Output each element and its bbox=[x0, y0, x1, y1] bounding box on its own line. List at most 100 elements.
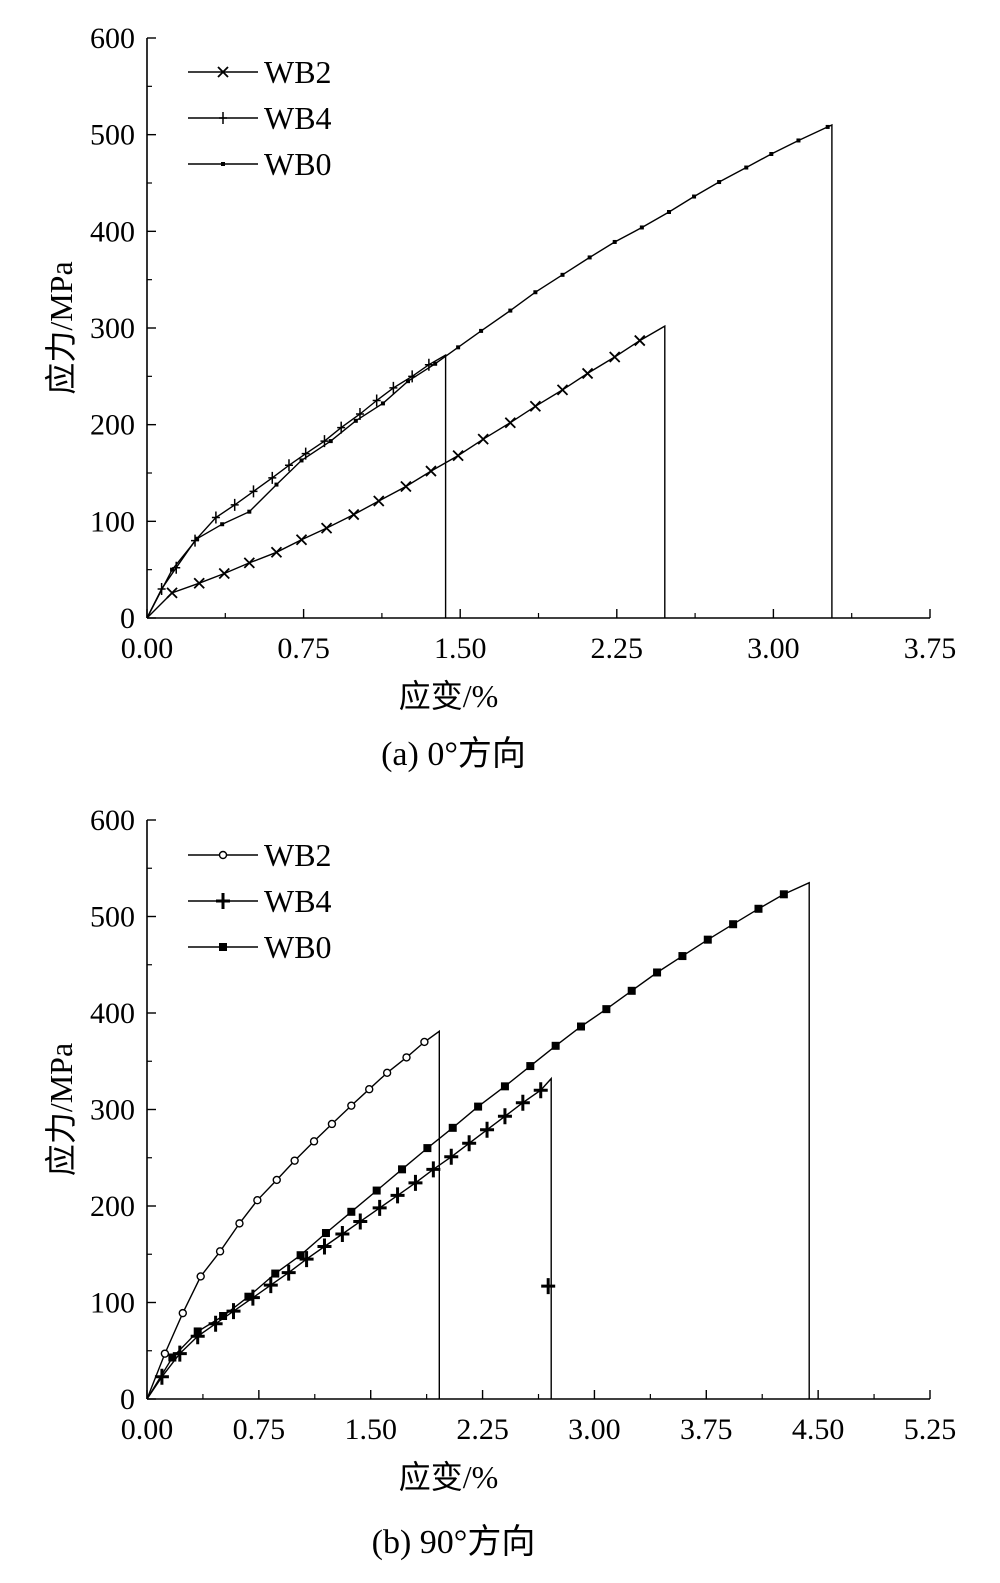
y-tick-label: 600 bbox=[90, 22, 135, 55]
data-point-wb0 bbox=[406, 379, 410, 384]
data-point-wb0 bbox=[479, 328, 484, 333]
data-point-wb2 bbox=[290, 1156, 299, 1165]
data-point-wb0 bbox=[220, 522, 225, 527]
data-point-wb0 bbox=[560, 272, 565, 277]
data-point-wb4 bbox=[335, 1225, 350, 1242]
data-point-wb0 bbox=[372, 1186, 381, 1195]
data-point-wb2 bbox=[235, 1219, 244, 1228]
legend-marker-wb2 bbox=[217, 66, 229, 78]
data-point-wb4 bbox=[444, 1148, 459, 1165]
series-line-wb4 bbox=[146, 1076, 552, 1400]
data-point-wb4 bbox=[263, 1277, 278, 1294]
data-point-wb0 bbox=[602, 1005, 611, 1014]
data-point-wb4 bbox=[372, 394, 381, 407]
data-point-wb0 bbox=[779, 890, 788, 899]
y-tick-label: 100 bbox=[90, 505, 135, 538]
x-axis-label: 应变/% bbox=[399, 678, 499, 714]
y-tick-label: 500 bbox=[90, 901, 135, 934]
figure-caption: (a) 0°方向 bbox=[381, 735, 526, 773]
data-point-wb2 bbox=[320, 522, 333, 534]
data-point-wb0 bbox=[703, 935, 712, 944]
data-point-wb2 bbox=[193, 577, 205, 589]
data-point-wb0 bbox=[347, 1207, 356, 1216]
y-tick-label: 400 bbox=[90, 997, 135, 1030]
legend-label: WB4 bbox=[264, 883, 332, 919]
data-point-wb2 bbox=[166, 587, 178, 599]
data-point-wb0 bbox=[448, 1123, 457, 1132]
y-axis-label: 应力/MPa bbox=[43, 1043, 79, 1176]
legend-label: WB2 bbox=[264, 54, 332, 90]
y-tick-label: 100 bbox=[90, 1287, 135, 1320]
data-point-wb4 bbox=[480, 1121, 495, 1138]
data-point-wb2 bbox=[253, 1196, 262, 1205]
data-point-wb2 bbox=[609, 351, 621, 363]
series-line-wb0 bbox=[146, 881, 810, 1400]
data-point-wb0 bbox=[244, 1292, 253, 1301]
legend-marker-wb0 bbox=[219, 943, 227, 951]
x-tick-label: 0.75 bbox=[277, 632, 330, 665]
y-axis-label: 应力/MPa bbox=[43, 261, 79, 394]
data-point-wb0 bbox=[754, 904, 763, 913]
data-point-wb0 bbox=[639, 225, 644, 230]
data-point-wb4 bbox=[424, 358, 433, 371]
x-tick-label: 3.00 bbox=[747, 632, 800, 665]
y-tick-label: 0 bbox=[120, 602, 135, 635]
data-point-wb2 bbox=[348, 508, 360, 521]
data-point-wb4 bbox=[390, 1187, 405, 1204]
data-point-wb4 bbox=[426, 1161, 441, 1178]
data-point-wb0 bbox=[193, 1327, 202, 1336]
figure-caption: (b) 90°方向 bbox=[372, 1523, 536, 1561]
data-point-wb2 bbox=[634, 334, 646, 347]
legend-label: WB0 bbox=[264, 929, 332, 965]
data-point-wb0 bbox=[612, 239, 617, 244]
y-tick-label: 500 bbox=[90, 119, 135, 152]
legend-label: WB4 bbox=[264, 100, 332, 136]
data-point-wb0 bbox=[398, 1165, 407, 1174]
x-tick-label: 3.75 bbox=[904, 632, 957, 665]
series-line-wb4 bbox=[146, 353, 447, 619]
data-point-wb2 bbox=[400, 480, 412, 493]
data-point-wb2 bbox=[243, 557, 255, 569]
y-tick-label: 200 bbox=[90, 1190, 135, 1223]
data-point-wb0 bbox=[247, 509, 252, 514]
series-line-wb2 bbox=[146, 324, 666, 619]
data-point-wb0 bbox=[456, 345, 461, 350]
data-point-wb4 bbox=[337, 421, 346, 434]
data-point-wb4 bbox=[268, 471, 277, 484]
data-point-wb0 bbox=[717, 180, 722, 185]
data-point-wb2 bbox=[365, 1085, 374, 1094]
data-point-wb0 bbox=[796, 138, 801, 143]
chart-panel-a: 0 100 200 300 400 500 600 0.00 0.75 1.50 2.25 3.00 3… bbox=[43, 22, 956, 773]
data-point-wb4 bbox=[317, 1238, 332, 1255]
data-point-wb0 bbox=[328, 439, 333, 444]
data-point-wb0 bbox=[168, 1353, 177, 1362]
data-point-wb2 bbox=[196, 1272, 205, 1281]
data-point-wb2 bbox=[504, 417, 516, 429]
data-point-wb4 bbox=[230, 498, 239, 511]
data-point-wb0 bbox=[526, 1062, 535, 1071]
data-point-wb2 bbox=[218, 567, 230, 580]
data-point-wb2 bbox=[295, 534, 308, 546]
x-tick-label: 0.75 bbox=[233, 1413, 286, 1446]
data-point-wb0 bbox=[627, 986, 636, 995]
data-point-wb2 bbox=[477, 433, 489, 445]
data-point-wb2 bbox=[309, 1137, 319, 1146]
data-point-wb2 bbox=[382, 1068, 392, 1078]
data-point-wb2 bbox=[215, 1247, 225, 1256]
data-point-wb4 bbox=[372, 1199, 387, 1216]
data-point-wb2 bbox=[272, 1175, 281, 1185]
data-point-wb2 bbox=[529, 400, 542, 412]
data-point-wb4 bbox=[284, 459, 293, 472]
data-point-wb4 bbox=[408, 1174, 423, 1191]
data-point-wb0 bbox=[769, 152, 774, 156]
x-tick-label: 2.25 bbox=[591, 632, 644, 665]
x-tick-label: 1.50 bbox=[434, 632, 487, 665]
y-tick-label: 600 bbox=[90, 804, 135, 837]
data-point-wb4 bbox=[515, 1094, 530, 1111]
y-tick-label: 300 bbox=[90, 1094, 135, 1127]
data-point-wb0 bbox=[271, 1269, 280, 1278]
data-point-wb0 bbox=[653, 968, 662, 977]
data-point-wb2 bbox=[556, 384, 569, 396]
x-tick-label: 0.00 bbox=[121, 1413, 174, 1446]
